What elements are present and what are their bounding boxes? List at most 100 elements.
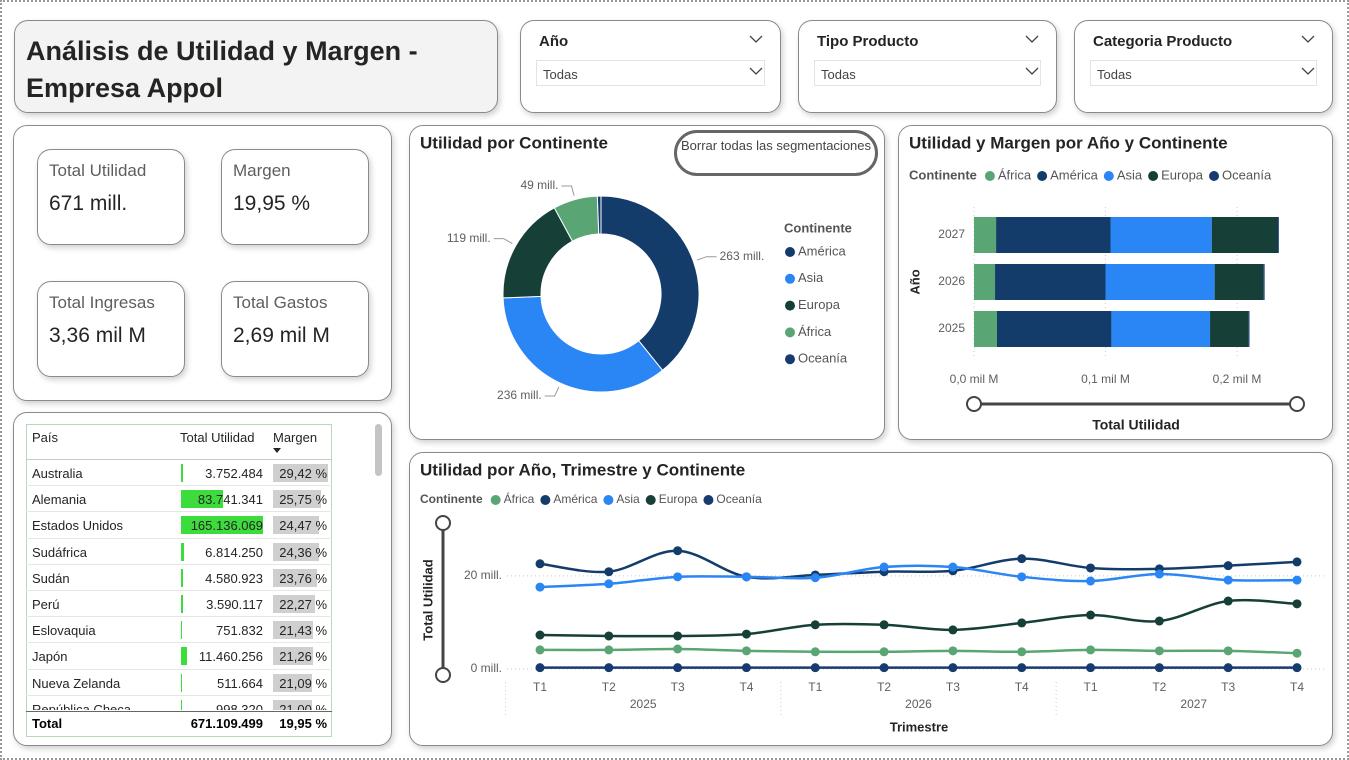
data-bar: [181, 568, 184, 587]
table-panel: [13, 412, 392, 746]
cell: 21,00 %: [279, 701, 327, 710]
kpi-card: [37, 281, 185, 377]
cell: 22,27 %: [279, 597, 327, 612]
cell: 11.460.256: [198, 649, 263, 665]
slicer-label: Año: [539, 33, 569, 50]
cell: 751.832: [216, 623, 263, 639]
cell: Australia: [32, 466, 83, 481]
cell: 23,76 %: [279, 570, 327, 586]
column-header: Margen: [273, 430, 318, 445]
line-panel: [409, 452, 1333, 746]
slicer-card[interactable]: [798, 20, 1057, 113]
cell: 24,36 %: [279, 544, 327, 560]
kpi-label: Total Gastos: [233, 293, 328, 312]
table-row: Nueva Zelanda 511.664 21,09 %: [26, 670, 332, 696]
data-bar: [273, 464, 328, 482]
cell: Eslovaquia: [32, 623, 96, 639]
slicer-dropdown[interactable]: Todas: [536, 60, 765, 86]
title-card: Análisis de Utilidad y Margen - Empresa …: [14, 20, 498, 113]
cell: Sudán: [32, 570, 70, 586]
cell: 24,47 %: [279, 518, 327, 534]
data-bar: [181, 516, 263, 535]
dashboard-title: Análisis de Utilidad y Margen - Empresa …: [26, 36, 418, 103]
data-bar: [181, 647, 187, 666]
slicer-value: Todas: [1097, 67, 1132, 82]
total-cell: 671.109.499: [190, 716, 263, 731]
cell: 21,09 %: [279, 675, 327, 691]
cell: Japón: [32, 649, 68, 665]
cell: Perú: [32, 597, 60, 612]
kpi-card: [221, 149, 369, 245]
kpi-value: 2,69 mil M: [233, 324, 330, 347]
data-bar: [273, 647, 313, 666]
kpi-value: 19,95 %: [233, 192, 311, 215]
sort-arrow: [273, 448, 281, 453]
slicer-dropdown[interactable]: Todas: [1090, 60, 1317, 86]
cell: Nueva Zelanda: [32, 675, 121, 691]
column-header: País: [32, 430, 59, 445]
cell: 6.814.250: [205, 544, 263, 560]
slicer-dropdown[interactable]: Todas: [814, 60, 1041, 86]
total-cell: 19,95 %: [279, 716, 327, 731]
data-bar: [273, 595, 315, 613]
cell: 511.664: [216, 675, 263, 691]
data-bar: [181, 542, 185, 561]
kpi-card: [221, 281, 369, 377]
kpi-value: 671 mill.: [49, 192, 128, 215]
cell: 25,75 %: [279, 492, 327, 508]
data-bar: [273, 542, 319, 561]
data-bar: [273, 621, 314, 640]
table-row: República Checa 998.320 21,00 %: [26, 696, 332, 710]
slicer-label: Tipo Producto: [817, 33, 919, 50]
cell: 4.580.923: [205, 570, 263, 586]
clear-filters-button[interactable]: Borrar todas las segmentaciones: [674, 130, 878, 176]
table-row: Sudáfrica 6.814.250 24,36 %: [26, 539, 332, 565]
data-bar: [273, 516, 319, 535]
cell: 29,42 %: [279, 466, 327, 481]
table-row: Sudán 4.580.923 23,76 %: [26, 565, 332, 591]
cell: 165.136.069: [190, 518, 263, 534]
kpi-label: Total Ingresas: [49, 293, 155, 312]
kpi-label: Margen: [233, 161, 291, 180]
slicer-card[interactable]: [1074, 20, 1333, 113]
slicer-card[interactable]: [520, 20, 781, 113]
data-bar: [273, 673, 313, 692]
table-body: Australia 3.752.484 29,42 % Alemania 83.741.…: [26, 460, 332, 710]
bar-panel: [898, 125, 1333, 440]
table-frame: [26, 424, 332, 737]
data-bar: [273, 568, 318, 587]
cell: 21,26 %: [279, 649, 327, 665]
cell: 83.741.341: [197, 492, 263, 508]
kpi-label: Total Utilidad: [49, 161, 147, 180]
cell: 998.320: [216, 701, 263, 710]
header-rule: [26, 459, 332, 460]
data-bar: [273, 490, 322, 509]
table-row: Eslovaquia 751.832 21,43 %: [26, 617, 332, 644]
cell: Estados Unidos: [32, 518, 124, 534]
cell: República Checa: [32, 701, 132, 710]
scrollbar: [375, 424, 382, 476]
kpi-card: [37, 149, 185, 245]
slicer-label: Categoria Producto: [1093, 33, 1233, 50]
table-row: Japón 11.460.256 21,26 %: [26, 643, 332, 670]
cell: 3.590.117: [206, 597, 263, 612]
column-header: Total Utilidad: [180, 430, 255, 445]
table-row: Estados Unidos 165.136.069 24,47 %: [26, 512, 332, 539]
table-row: Alemania 83.741.341 25,75 %: [26, 486, 332, 513]
slicer-value: Todas: [821, 67, 856, 82]
slicer-value: Todas: [543, 67, 578, 82]
data-bar: [181, 490, 223, 509]
data-bar: [181, 595, 183, 613]
total-cell: Total: [32, 716, 63, 731]
data-bar: [273, 699, 313, 710]
cell: 21,43 %: [279, 623, 327, 639]
kpi-value: 3,36 mil M: [49, 324, 146, 347]
total-rule: [26, 711, 332, 712]
data-bar: [181, 464, 183, 482]
table-row: Perú 3.590.117 22,27 %: [26, 591, 332, 618]
table-row: Australia 3.752.484 29,42 %: [26, 460, 332, 487]
cell: Sudáfrica: [32, 544, 87, 560]
cell: 3.752.484: [205, 466, 263, 481]
cell: Alemania: [32, 492, 87, 508]
